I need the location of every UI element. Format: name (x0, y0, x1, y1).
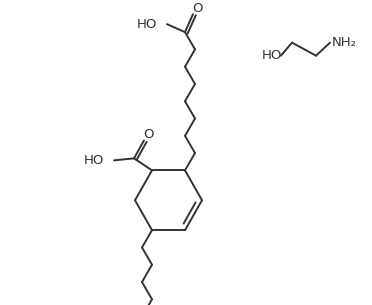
Text: O: O (144, 128, 154, 141)
Text: HO: HO (262, 49, 282, 62)
Text: NH₂: NH₂ (331, 36, 356, 49)
Text: HO: HO (84, 154, 104, 167)
Text: HO: HO (137, 18, 157, 30)
Text: O: O (193, 2, 203, 15)
